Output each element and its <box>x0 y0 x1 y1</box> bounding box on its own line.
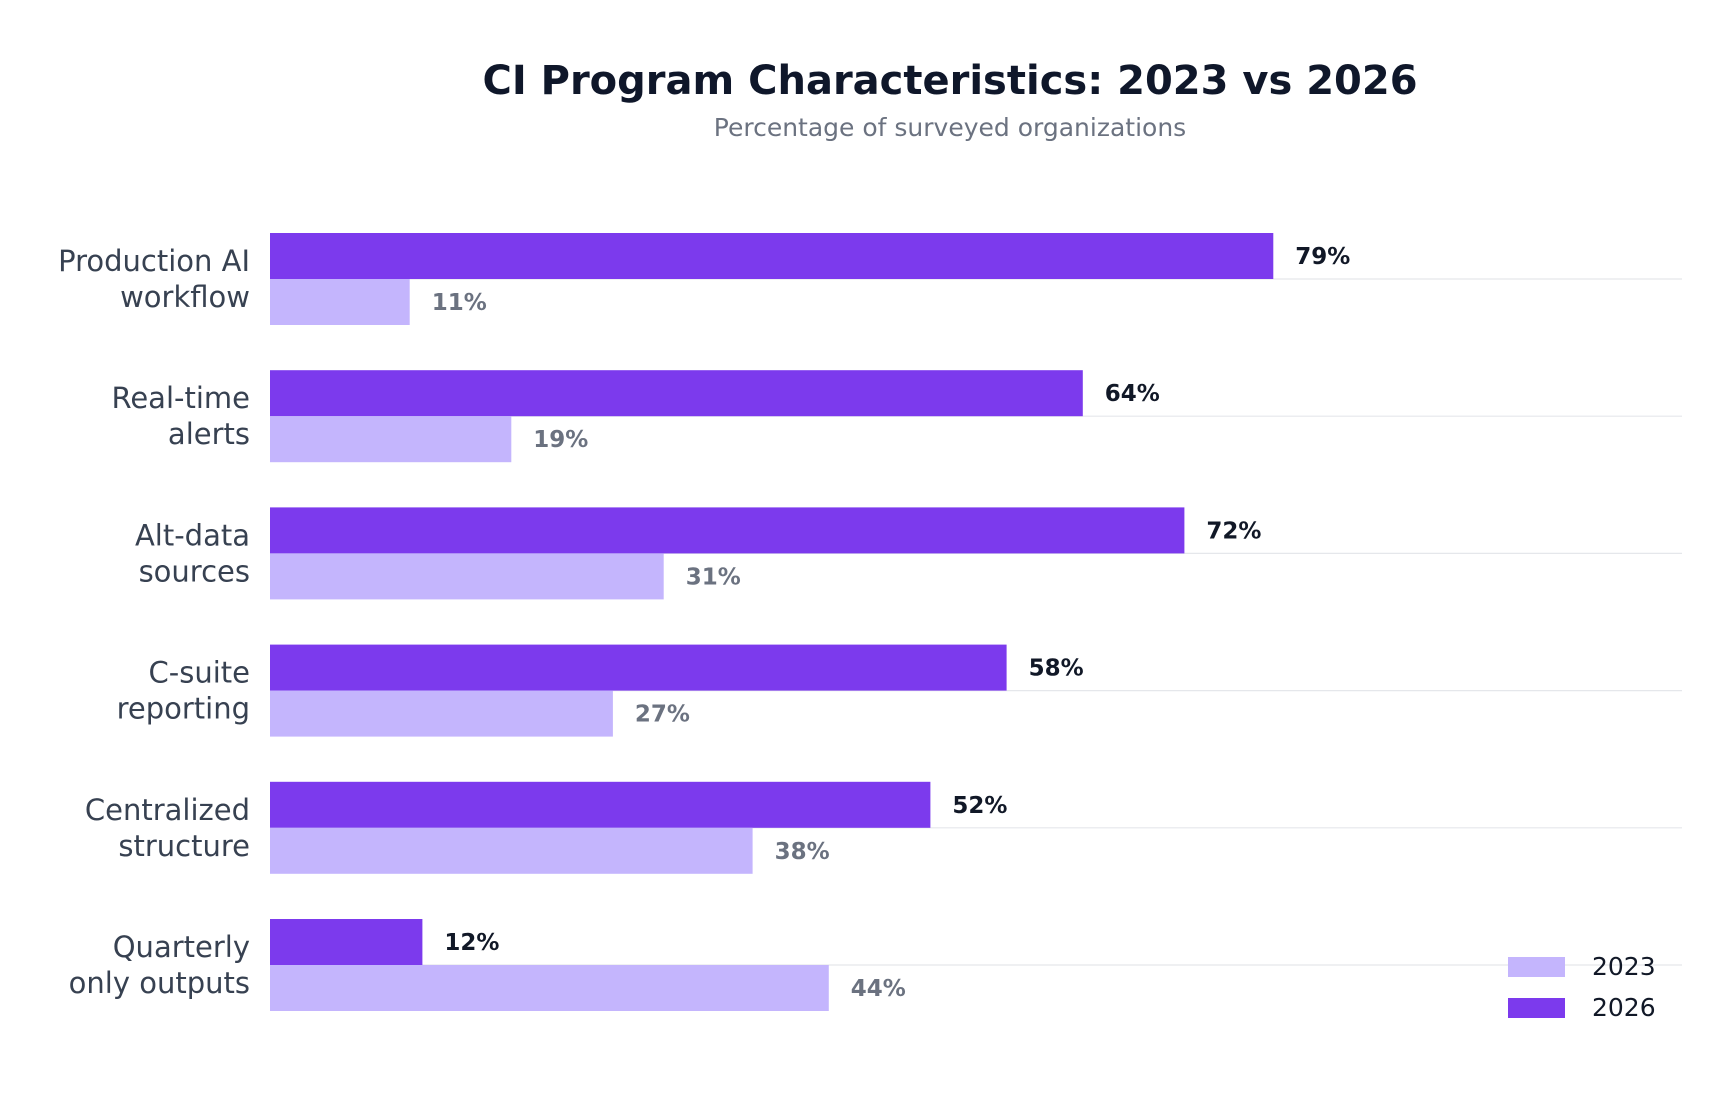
legend-label-2026: 2026 <box>1592 993 1656 1022</box>
value-label-2026: 58% <box>1029 656 1084 682</box>
legend: 2023 2026 <box>1508 952 1656 1022</box>
bar-2026 <box>270 507 1185 554</box>
value-label-2023: 31% <box>686 564 741 590</box>
legend-swatch-2023 <box>1508 957 1565 977</box>
chart-title: CI Program Characteristics: 2023 vs 2026 <box>482 58 1417 104</box>
bar-2023 <box>270 279 410 325</box>
bar-2026 <box>270 644 1007 691</box>
bar-2023 <box>270 690 613 737</box>
bar-2026 <box>270 233 1274 279</box>
value-label-2026: 12% <box>444 930 499 956</box>
value-label-2023: 19% <box>533 427 588 453</box>
bar-2023 <box>270 965 829 1011</box>
labels: 79% 11% Production AI workflow 64% 19% Real-ti… <box>58 244 1350 1002</box>
legend-label-2023: 2023 <box>1592 952 1656 981</box>
legend-swatch-2026 <box>1508 998 1565 1018</box>
category-label: Alt-data sources <box>135 518 250 588</box>
bar-2023 <box>270 553 664 600</box>
value-label-2026: 79% <box>1295 244 1350 270</box>
bars <box>270 233 1274 1011</box>
value-label-2023: 44% <box>851 976 906 1002</box>
chart-subtitle: Percentage of surveyed organizations <box>714 113 1186 142</box>
value-label-2026: 52% <box>952 793 1007 819</box>
value-label-2023: 11% <box>432 290 487 316</box>
bar-2026 <box>270 781 931 828</box>
value-label-2023: 27% <box>635 702 690 728</box>
bar-2023 <box>270 827 753 874</box>
category-label: Real-time alerts <box>111 381 250 451</box>
value-label-2023: 38% <box>775 839 830 865</box>
category-label: Centralized structure <box>85 793 250 863</box>
bar-2023 <box>270 416 512 463</box>
value-label-2026: 64% <box>1105 381 1160 407</box>
category-label: C-suite reporting <box>117 656 250 726</box>
category-label: Production AI workflow <box>58 244 250 314</box>
bar-2026 <box>270 919 423 965</box>
category-label: Quarterly only outputs <box>69 930 250 1000</box>
bar-2026 <box>270 370 1083 417</box>
value-label-2026: 72% <box>1206 518 1261 544</box>
